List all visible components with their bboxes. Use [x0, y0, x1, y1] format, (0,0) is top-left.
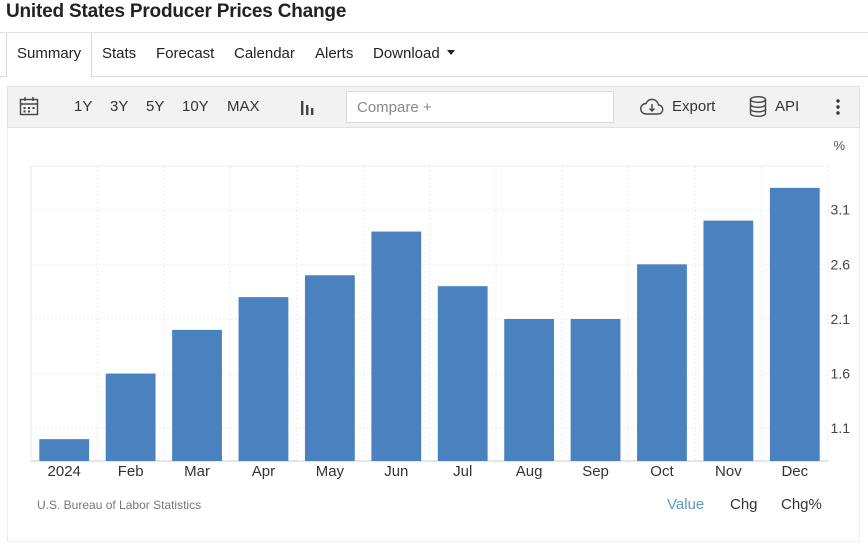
tab-summary[interactable]: Summary: [6, 33, 93, 78]
tab-download[interactable]: Download: [373, 33, 455, 77]
page-title: United States Producer Prices Change: [6, 1, 347, 22]
tab-alerts[interactable]: Alerts: [315, 45, 354, 62]
tab-bar: Summary Stats Forecast Calendar Alerts D…: [0, 32, 868, 78]
compare-input[interactable]: [346, 91, 614, 123]
data-source: U.S. Bureau of Labor Statistics: [37, 498, 202, 512]
caret-down-icon: [446, 49, 455, 55]
tab-download-label: Download: [373, 45, 440, 62]
range-1y[interactable]: 1Y: [74, 98, 93, 115]
database-icon: [749, 95, 767, 117]
range-max[interactable]: MAX: [227, 98, 260, 115]
chart-panel: [7, 128, 860, 542]
tab-forecast[interactable]: Forecast: [156, 45, 215, 62]
range-3y[interactable]: 3Y: [110, 98, 129, 115]
api-label: API: [775, 98, 800, 115]
export-button[interactable]: Export: [639, 87, 715, 127]
vertical-dots-icon[interactable]: [834, 87, 842, 127]
toggle-chg[interactable]: Chg: [730, 496, 758, 513]
tab-stats[interactable]: Stats: [102, 45, 137, 62]
tab-calendar[interactable]: Calendar: [234, 45, 295, 62]
toggle-chg-percent[interactable]: Chg%: [781, 496, 822, 513]
toggle-value[interactable]: Value: [667, 496, 705, 513]
chart-toolbar: 1Y 3Y 5Y 10Y MAX Export API: [7, 86, 860, 128]
api-button[interactable]: API: [748, 87, 799, 127]
bar-chart-icon[interactable]: [299, 87, 315, 127]
range-5y[interactable]: 5Y: [146, 98, 165, 115]
calendar-icon[interactable]: [19, 87, 39, 127]
range-10y[interactable]: 10Y: [182, 98, 209, 115]
cloud-download-icon: [640, 98, 664, 115]
export-label: Export: [672, 98, 716, 115]
